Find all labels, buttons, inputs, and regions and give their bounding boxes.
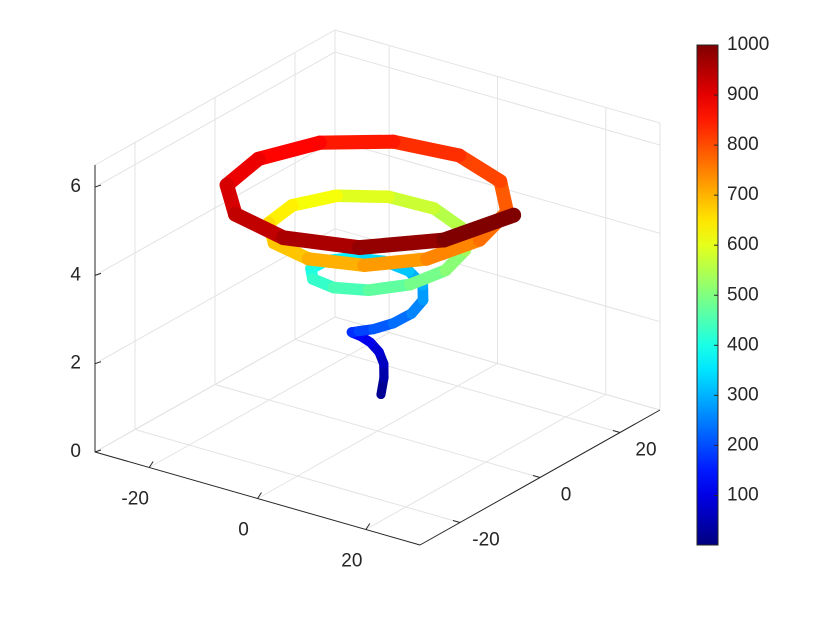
x-tick-label: -20 (121, 489, 148, 510)
grid-line (295, 340, 620, 433)
curve-segment (308, 259, 364, 266)
y-tick (613, 431, 620, 433)
z-tick-label: 0 (70, 441, 81, 462)
x-tick-label: 0 (238, 520, 249, 541)
y-tick (533, 476, 540, 478)
curve-segment (389, 197, 434, 209)
grid-line (215, 385, 540, 478)
colorbar-tick-label: 1000 (727, 34, 769, 55)
curve-segment (364, 259, 427, 265)
colorbar-tick-label: 700 (727, 184, 759, 205)
y-tick-label: 20 (635, 440, 656, 461)
curve-segment (320, 142, 394, 143)
grid (95, 30, 660, 530)
curve-segment (337, 196, 389, 197)
z-tick-label: 4 (70, 264, 81, 285)
y-tick-label: -20 (472, 530, 499, 551)
colorbar-tick-label: 500 (727, 284, 759, 305)
x-tick-label: 20 (341, 551, 362, 572)
y-tick (453, 521, 460, 523)
curve-segment (258, 143, 319, 159)
z-tick-label: 6 (70, 176, 81, 197)
curve-segment (292, 196, 336, 206)
z-tick-label: 2 (70, 353, 81, 374)
colorbar-tick-label: 800 (727, 134, 759, 155)
y-tick-label: 0 (561, 485, 572, 506)
colorbar-tick-label: 100 (727, 484, 759, 505)
colorbar-tick-label: 900 (727, 84, 759, 105)
colorbar-tick-label: 400 (727, 334, 759, 355)
curve-segment (283, 238, 359, 248)
colorbar-tick-label: 600 (727, 234, 759, 255)
curve-segment (359, 240, 443, 248)
colorbar-tick-label: 300 (727, 384, 759, 405)
axes: -20 0 20 -20 0 20 0 2 4 6 (70, 165, 660, 572)
curve-segment (369, 285, 410, 291)
y-axis (420, 410, 660, 545)
colorbar: 100 200 300 400 500 600 700 800 900 1000 (697, 34, 769, 545)
grid-line (135, 430, 460, 523)
colorbar-tick-label: 200 (727, 434, 759, 455)
curve-segment (393, 142, 459, 156)
